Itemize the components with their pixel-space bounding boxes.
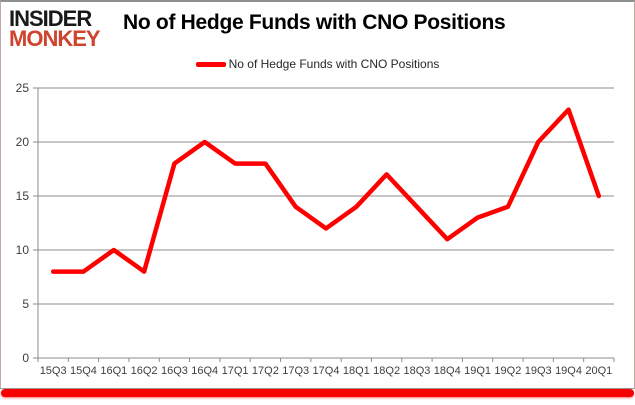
y-tick-label: 0 — [22, 351, 29, 365]
x-tick-label: 16Q1 — [100, 365, 127, 377]
y-tick-label: 10 — [16, 243, 30, 257]
legend-line-swatch — [195, 61, 226, 67]
x-tick-label: 17Q3 — [282, 365, 309, 377]
x-tick-label: 15Q3 — [40, 365, 67, 377]
x-tick-label: 19Q4 — [555, 365, 582, 377]
x-tick-label: 19Q3 — [525, 365, 552, 377]
x-tick-label: 18Q3 — [403, 365, 430, 377]
x-tick-label: 17Q2 — [252, 365, 279, 377]
series-line — [50, 107, 602, 274]
x-tick-label: 18Q2 — [373, 365, 400, 377]
logo-line-monkey: MONKEY — [9, 26, 101, 51]
x-tick-label: 16Q3 — [161, 365, 188, 377]
x-tick-label: 16Q4 — [191, 365, 218, 377]
card-frame — [0, 0, 635, 389]
x-tick-label: 19Q2 — [494, 365, 521, 377]
x-tick-label: 15Q4 — [70, 365, 97, 377]
x-tick-label: 20Q1 — [585, 365, 612, 377]
y-tick-label: 5 — [22, 297, 29, 311]
logo-line-insider: INSIDER — [9, 6, 92, 31]
x-tick-label: 17Q4 — [313, 365, 340, 377]
bottom-red-bar — [1, 389, 634, 397]
legend-label: No of Hedge Funds with CNO Positions — [228, 57, 440, 71]
chart-legend: No of Hedge Funds with CNO Positions — [0, 57, 635, 71]
x-tick-label: 16Q2 — [131, 365, 158, 377]
x-tick-label: 18Q1 — [343, 365, 370, 377]
chart-title: No of Hedge Funds with CNO Positions — [123, 11, 506, 34]
y-tick-label: 25 — [16, 81, 30, 95]
y-tick-label: 15 — [16, 189, 30, 203]
y-tick-label: 20 — [16, 135, 30, 149]
x-tick-label: 17Q1 — [222, 365, 249, 377]
x-tick-label: 19Q1 — [464, 365, 491, 377]
insider-monkey-logo: INSIDER MONKEY — [9, 6, 101, 51]
x-tick-label: 18Q4 — [434, 365, 461, 377]
